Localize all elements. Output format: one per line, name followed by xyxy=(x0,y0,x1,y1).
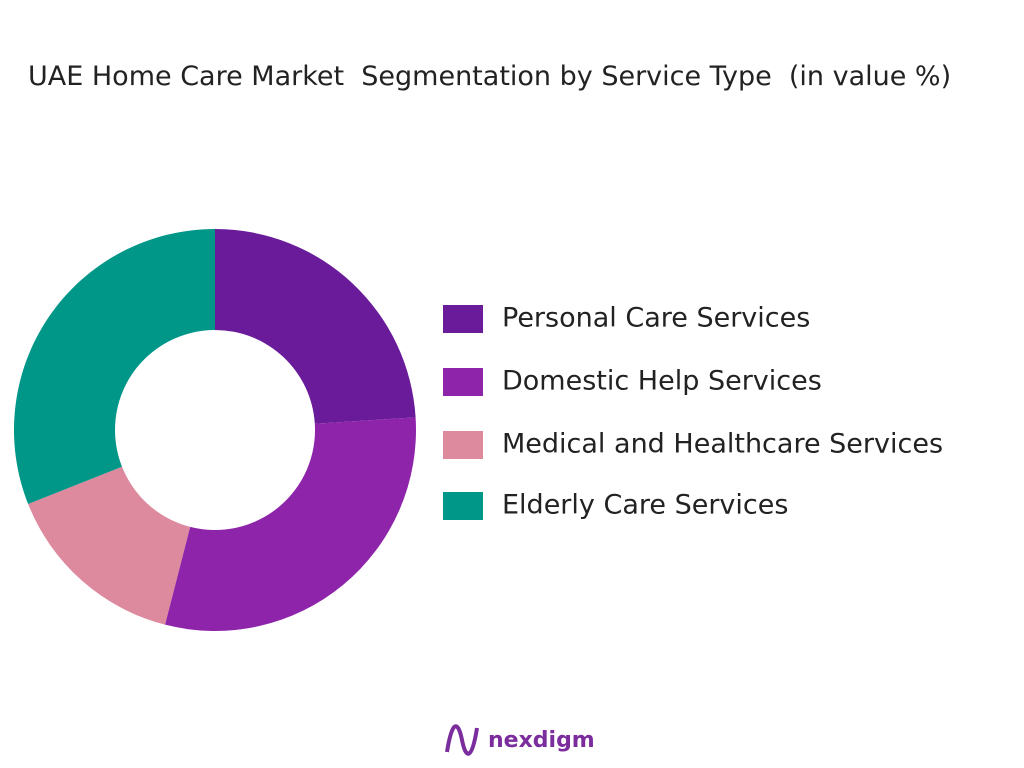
legend-swatch xyxy=(443,431,483,459)
brand-name: nexdigm xyxy=(488,728,595,753)
donut-slice xyxy=(165,417,416,631)
legend-label: Medical and Healthcare Services xyxy=(502,429,943,460)
donut-slice xyxy=(215,229,416,424)
legend-swatch xyxy=(443,492,483,520)
donut-slice xyxy=(14,229,216,504)
logo-icon xyxy=(445,724,479,756)
legend-label: Elderly Care Services xyxy=(502,490,788,521)
legend-swatch xyxy=(443,368,483,396)
chart-title: UAE Home Care Market Segmentation by Ser… xyxy=(28,61,952,92)
brand-logo: nexdigm xyxy=(445,724,595,756)
legend-label: Domestic Help Services xyxy=(502,366,822,397)
legend-swatch xyxy=(443,305,483,333)
donut-slice xyxy=(28,466,191,625)
legend-label: Personal Care Services xyxy=(502,303,810,334)
